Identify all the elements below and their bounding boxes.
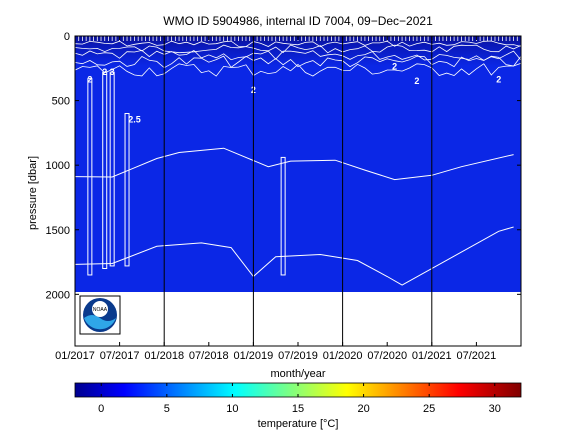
cbar-tick-label-6: 30 [489,403,501,415]
colorbar-ticks: 0 5 10 15 20 25 30 [98,383,501,415]
y-tick-label-1: 500 [52,96,70,108]
surface-contour-4 [75,62,521,77]
x-tick-label-4: 01/2019 [234,350,274,362]
contour-label-1: 2 [102,67,107,77]
surface-contour-3 [75,55,521,69]
cbar-tick-label-4: 20 [357,403,369,415]
year-boundaries [163,36,433,346]
contour-line-1 [75,226,514,286]
x-tick-label-3: 07/2018 [189,350,229,362]
x-tick-label-8: 01/2021 [412,350,452,362]
contour-label-2: 3 [110,67,115,77]
y-axis: 0 500 1000 1500 2000 [46,31,521,301]
streak-4 [280,156,286,276]
contour-label-3: 2.5 [128,115,141,125]
contour-label-5: 2 [392,62,397,72]
surface-contour-0 [75,40,521,48]
colorbar: 0 5 10 15 20 25 30 [74,382,522,415]
y-tick-label-2: 1000 [46,160,70,172]
x-axis-label: month/year [270,368,325,380]
x-tick-label-9: 07/2021 [457,350,497,362]
contour-label-7: 2 [496,75,501,85]
y-tick-label-4: 2000 [46,289,70,301]
streak-1 [102,71,108,269]
y-axis-label: pressure [dbar] [27,156,39,230]
surface-contour-1 [75,44,521,54]
contour-label-0: 2 [87,75,92,85]
chart-title: WMO ID 5904986, internal ID 7004, 09−Dec… [163,14,433,28]
streak-3 [124,113,130,267]
surface-contours [75,40,521,77]
streak-0 [87,78,93,276]
y-tick-label-0: 0 [64,31,70,43]
y-tick-label-3: 1500 [46,225,70,237]
x-tick-label-2: 01/2018 [144,350,184,362]
cbar-tick-label-2: 10 [226,403,238,415]
cbar-tick-label-3: 15 [292,403,304,415]
colorbar-label: temperature [°C] [258,418,339,430]
streak-2 [109,71,115,267]
x-tick-label-5: 07/2019 [278,350,318,362]
x-axis: 01/2017 07/2017 01/2018 07/2018 01/2019 07/20… [55,36,496,362]
cbar-tick-label-0: 0 [98,403,104,415]
noaa-logo: NOAA [79,295,121,335]
surface-contour-2 [75,49,521,61]
cbar-tick-label-1: 5 [164,403,170,415]
x-tick-label-0: 01/2017 [55,350,95,362]
data-field [75,36,521,292]
cbar-tick-label-5: 25 [423,403,435,415]
x-tick-label-6: 01/2020 [323,350,363,362]
contour-label-6: 2 [414,76,419,86]
anomaly-streaks [87,71,286,276]
svg-text:NOAA: NOAA [93,307,108,313]
x-tick-label-7: 07/2020 [367,350,407,362]
x-tick-label-1: 07/2017 [100,350,140,362]
